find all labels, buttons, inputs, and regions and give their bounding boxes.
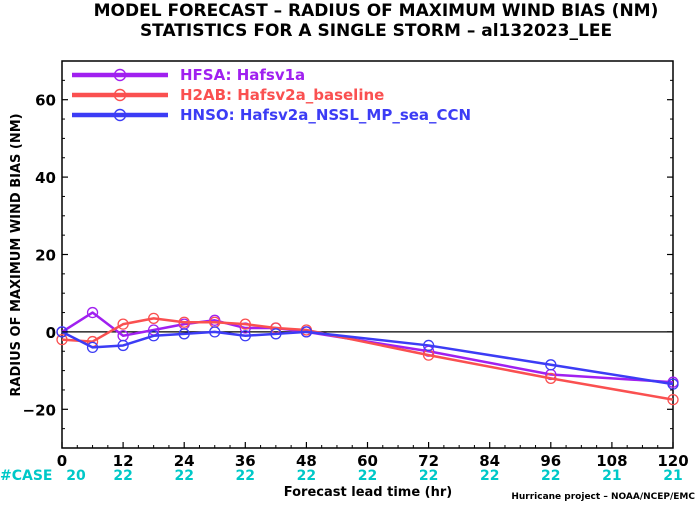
case-count: 22	[113, 468, 132, 484]
data-point	[545, 359, 557, 371]
x-axis-label: Forecast lead time (hr)	[284, 485, 452, 500]
data-point	[422, 339, 435, 352]
x-tick-label: 48	[296, 452, 317, 470]
data-point	[117, 339, 129, 352]
case-count-row: #CASE 20 22 22 22 22 22 22 22 22 21 21	[0, 468, 683, 484]
y-axis-label: RADIUS OF MAXIMUM WIND BIAS (NM)	[9, 113, 24, 396]
data-point	[270, 328, 282, 340]
chart-title-line2: STATISTICS FOR A SINGLE STORM – al132023…	[140, 21, 612, 41]
y-tick-label: 40	[35, 169, 56, 187]
case-count: 21	[663, 468, 682, 484]
data-point	[86, 306, 99, 319]
x-tick-label: 108	[596, 452, 627, 470]
y-tick-label: 0	[46, 324, 56, 342]
data-point	[56, 333, 68, 346]
x-tick-label: 0	[57, 452, 67, 470]
x-axis: 0 12 24 36 48 60 72 84 96 108 120	[57, 442, 689, 470]
data-point	[239, 330, 251, 342]
case-count: 22	[174, 468, 193, 484]
case-count: 22	[480, 468, 499, 484]
data-point	[300, 326, 313, 338]
x-tick-label: 12	[113, 452, 134, 470]
data-point	[178, 328, 190, 340]
case-count: 22	[541, 468, 560, 484]
x-tick-label: 24	[174, 452, 195, 470]
series-2	[56, 326, 679, 390]
case-count: 22	[236, 468, 255, 484]
x-tick-label: 96	[540, 452, 561, 470]
data-point	[147, 312, 160, 325]
case-count: 22	[297, 468, 316, 484]
case-count: 22	[419, 468, 438, 484]
y-tick-label: 20	[35, 247, 56, 265]
series-group	[56, 306, 679, 406]
x-tick-label: 36	[235, 452, 256, 470]
x-tick-label: 84	[479, 452, 500, 470]
x-tick-label: 72	[418, 452, 439, 470]
legend-marker	[113, 88, 127, 102]
legend-label: HNSO: Hafsv2a_NSSL_MP_sea_CCN	[180, 106, 471, 124]
data-point	[86, 341, 99, 354]
data-point	[178, 316, 190, 328]
data-point	[667, 393, 679, 406]
credit-text: Hurricane project – NOAA/NCEP/EMC	[511, 492, 695, 502]
case-count: 20	[66, 468, 86, 484]
data-point	[117, 318, 129, 330]
data-point	[667, 378, 679, 390]
series-line	[61, 317, 674, 401]
y-tick-label: 60	[35, 92, 56, 110]
y-axis: −20 0 20 40 60	[23, 79, 673, 430]
x-tick-label: 60	[357, 452, 378, 470]
legend-label: HFSA: Hafsv1a	[180, 66, 305, 84]
legend-marker	[113, 108, 127, 122]
x-tick-label: 120	[657, 452, 688, 470]
data-point	[209, 326, 221, 338]
legend-marker	[113, 68, 127, 82]
legend: HFSA: Hafsv1a H2AB: Hafsv2a_baseline HNSO:…	[72, 66, 471, 124]
chart-title-line1: MODEL FORECAST – RADIUS OF MAXIMUM WIND …	[94, 1, 659, 21]
case-count: 22	[358, 468, 377, 484]
legend-label: H2AB: Hafsv2a_baseline	[180, 86, 384, 104]
data-point	[147, 330, 160, 342]
y-tick-label: −20	[23, 401, 56, 419]
case-count: 21	[602, 468, 621, 484]
data-point	[239, 318, 251, 330]
data-point	[545, 372, 557, 384]
case-label: #CASE	[0, 468, 53, 484]
